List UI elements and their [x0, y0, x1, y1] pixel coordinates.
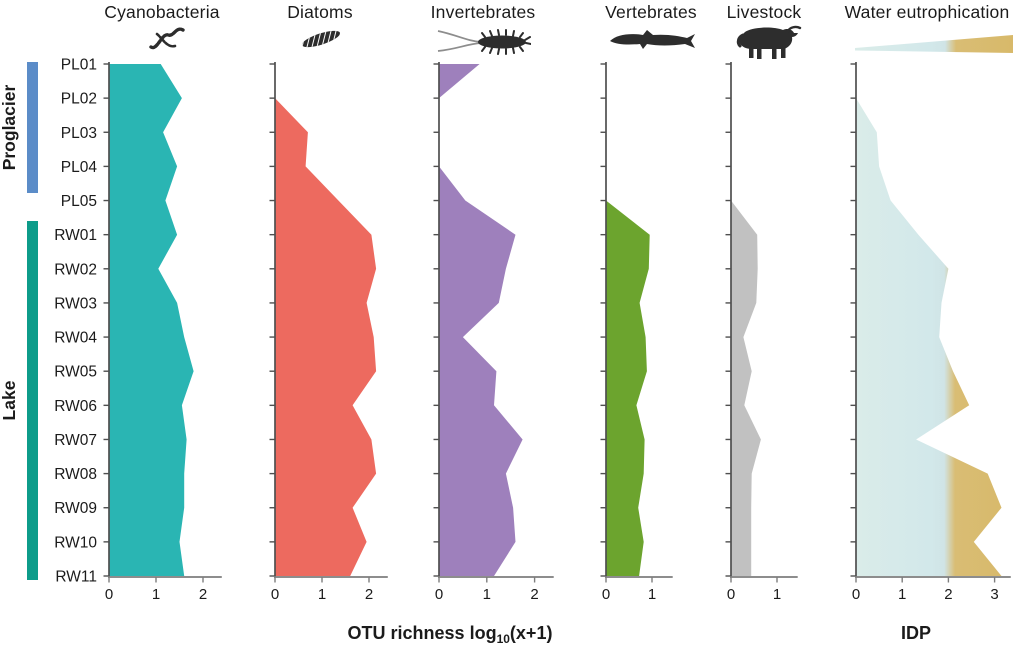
row-label-rw08: RW08 — [54, 466, 97, 483]
cyanobacteria-x-tick-label: 2 — [199, 586, 207, 603]
row-label-rw09: RW09 — [54, 500, 97, 517]
diatoms-area — [275, 98, 377, 576]
row-label-rw07: RW07 — [54, 432, 97, 449]
row-label-rw05: RW05 — [54, 364, 97, 381]
diatoms-x-tick-label: 2 — [365, 586, 373, 603]
cyanobacteria-x-tick-label: 1 — [152, 586, 160, 603]
eutrophication-gradient-wedge-icon — [855, 35, 1013, 53]
row-label-pl05: PL05 — [61, 193, 97, 210]
row-label-pl02: PL02 — [61, 91, 97, 108]
panel-title-invertebrates: Invertebrates — [430, 2, 536, 22]
invertebrate-icon — [437, 29, 531, 55]
invertebrates-area — [439, 166, 523, 576]
panel-title-cyanobacteria: Cyanobacteria — [104, 2, 220, 22]
row-label-rw04: RW04 — [54, 330, 97, 347]
cyanobacteria-x-tick-label: 0 — [105, 586, 113, 603]
x-axis-label-idp: IDP — [901, 623, 931, 643]
row-label-rw10: RW10 — [54, 534, 97, 551]
row-label-pl01: PL01 — [61, 57, 97, 74]
vertebrates-area — [606, 200, 650, 576]
water-eutrophication-x-tick-label: 0 — [852, 586, 860, 603]
livestock-x-tick-label: 1 — [773, 586, 781, 603]
x-axis-label-otu-richness: OTU richness log10(x+1) — [348, 623, 553, 646]
diatoms-x-tick-label: 1 — [318, 586, 326, 603]
group-bar-lake — [27, 221, 38, 580]
cyanobacteria-filament-icon — [149, 27, 185, 50]
panel-title-water-eutrophication: Water eutrophication — [844, 2, 1010, 22]
invertebrates-x-tick-label: 0 — [435, 586, 443, 603]
row-label-rw06: RW06 — [54, 398, 97, 415]
water-eutrophication-area — [856, 98, 1002, 576]
invertebrates-x-tick-label: 2 — [530, 586, 538, 603]
panel-title-livestock: Livestock — [726, 2, 802, 22]
group-label-proglacier: Proglacier — [0, 85, 19, 171]
invertebrates-area — [439, 64, 480, 99]
water-eutrophication-x-tick-label: 2 — [944, 586, 952, 603]
group-bar-proglacier — [27, 62, 38, 193]
row-label-pl04: PL04 — [61, 159, 98, 176]
group-label-lake: Lake — [0, 380, 19, 420]
vertebrates-x-tick-label: 0 — [602, 586, 610, 603]
water-eutrophication-x-tick-label: 3 — [990, 586, 998, 603]
livestock-area — [731, 200, 761, 576]
panel-title-vertebrates: Vertebrates — [605, 2, 697, 22]
row-label-rw03: RW03 — [54, 295, 97, 312]
row-label-rw02: RW02 — [54, 261, 97, 278]
row-label-rw01: RW01 — [54, 227, 97, 244]
invertebrates-x-tick-label: 1 — [483, 586, 491, 603]
cyanobacteria-area — [109, 64, 194, 576]
water-eutrophication-x-tick-label: 1 — [898, 586, 906, 603]
diatom-icon — [300, 27, 342, 51]
row-label-rw11: RW11 — [55, 569, 97, 586]
yak-icon — [736, 25, 802, 59]
vertebrates-x-tick-label: 1 — [648, 586, 656, 603]
diatoms-x-tick-label: 0 — [271, 586, 279, 603]
livestock-x-tick-label: 0 — [727, 586, 735, 603]
fish-icon — [610, 30, 695, 49]
row-label-pl03: PL03 — [61, 125, 97, 142]
panel-title-diatoms: Diatoms — [287, 2, 353, 22]
